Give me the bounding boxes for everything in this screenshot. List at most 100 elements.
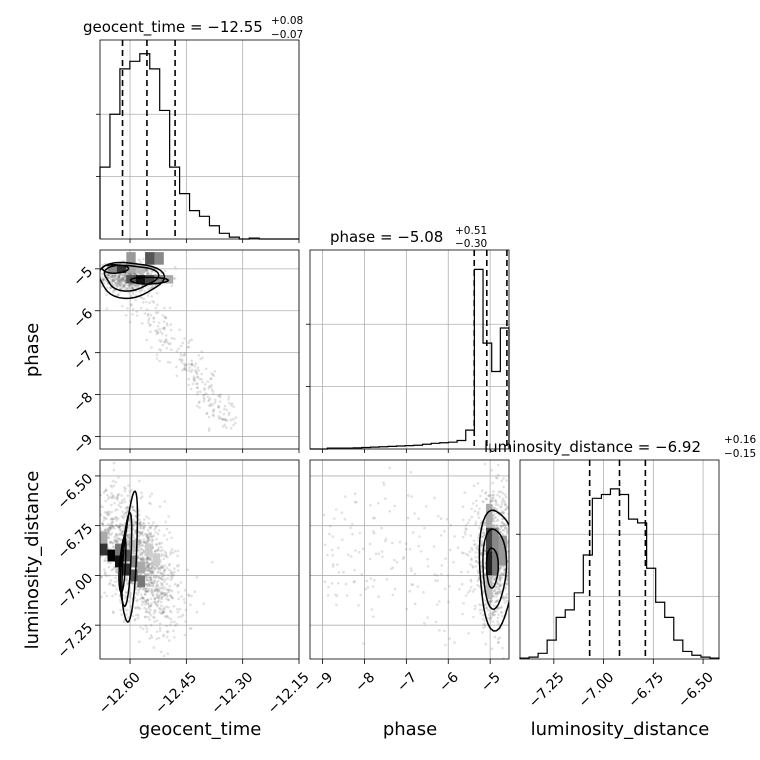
scatter-point [160, 604, 163, 607]
scatter-point [123, 280, 126, 283]
scatter-point [165, 527, 169, 531]
scatter-point [497, 590, 500, 593]
scatter-point [511, 530, 514, 533]
y-tick-label-phase: −7 [70, 348, 96, 374]
scatter-point [183, 633, 187, 637]
scatter-point [104, 529, 107, 532]
scatter-point [413, 572, 417, 576]
scatter-point [81, 515, 84, 518]
scatter-point [464, 532, 467, 536]
scatter-point [497, 622, 500, 626]
scatter-point [155, 291, 159, 295]
scatter-point [131, 614, 135, 618]
scatter-point [165, 582, 169, 586]
scatter-point [419, 550, 423, 553]
scatter-point [484, 492, 487, 495]
scatter-point [444, 643, 447, 647]
scatter-point [201, 381, 204, 384]
scatter-point [142, 297, 146, 301]
scatter-point [190, 359, 193, 363]
scatter-point [433, 573, 437, 576]
scatter-point [177, 615, 181, 619]
scatter-point [94, 509, 97, 512]
scatter-point [97, 264, 100, 267]
scatter-point [151, 285, 154, 288]
scatter-point [224, 418, 227, 422]
scatter-point [509, 535, 512, 538]
scatter-point [102, 278, 106, 281]
scatter-point [200, 372, 203, 376]
scatter-point [117, 493, 121, 496]
density-cell [100, 543, 108, 556]
scatter-point [482, 531, 486, 534]
scatter-point [198, 377, 202, 381]
scatter-point [101, 272, 104, 276]
scatter-point [382, 483, 386, 487]
scatter-point [193, 590, 197, 593]
scatter-point [498, 584, 502, 588]
scatter-point [138, 553, 142, 557]
scatter-point [165, 538, 169, 541]
scatter-point [496, 620, 499, 623]
scatter-point [518, 542, 521, 545]
scatter-point [175, 622, 178, 626]
scatter-point [95, 279, 98, 282]
scatter-point [147, 272, 150, 275]
scatter-point [113, 538, 116, 541]
scatter-point [118, 285, 122, 288]
scatter-point [111, 594, 114, 598]
scatter-point [481, 613, 485, 617]
scatter-point [122, 284, 126, 287]
scatter-point [477, 516, 481, 520]
scatter-point [510, 529, 513, 532]
scatter-point [121, 277, 125, 281]
scatter-point [218, 394, 221, 398]
scatter-point [162, 592, 166, 595]
scatter-point [213, 370, 217, 373]
scatter-point [494, 515, 498, 519]
scatter-point [218, 400, 222, 403]
scatter-point [157, 596, 161, 599]
scatter-point [463, 530, 467, 534]
scatter-point [187, 593, 190, 596]
scatter-point [153, 565, 156, 569]
scatter-point [372, 516, 375, 520]
scatter-point [161, 343, 165, 347]
scatter-point [127, 287, 130, 290]
scatter-point [95, 522, 98, 525]
scatter-point [149, 286, 153, 290]
scatter-point [158, 589, 161, 592]
scatter-point [118, 279, 122, 282]
scatter-point [150, 604, 153, 607]
scatter-point [163, 615, 167, 618]
scatter-point [190, 594, 193, 598]
scatter-point [395, 560, 399, 564]
scatter-point [230, 402, 234, 405]
density-cell [135, 275, 146, 284]
scatter-point [494, 476, 498, 480]
scatter-point [112, 290, 115, 294]
scatter-point [154, 306, 158, 310]
y-tick-label-phase: −6 [70, 306, 96, 332]
scatter-point [207, 415, 211, 419]
scatter-point [165, 566, 169, 570]
scatter-point [424, 505, 428, 508]
scatter-point [163, 500, 167, 503]
scatter-point [234, 421, 237, 425]
scatter-point [133, 285, 137, 288]
scatter-point [110, 503, 113, 507]
scatter-point [479, 494, 482, 498]
scatter-point [197, 401, 201, 405]
scatter-point [139, 557, 143, 561]
scatter-point [416, 585, 420, 588]
scatter-point [502, 477, 505, 480]
scatter-point [120, 281, 123, 284]
scatter-point [219, 393, 222, 396]
scatter-point [150, 581, 154, 584]
scatter-point [112, 279, 116, 282]
scatter-point [469, 534, 473, 537]
scatter-point [138, 479, 141, 483]
scatter-point [134, 272, 137, 276]
scatter-point [134, 290, 138, 293]
scatter-point [202, 396, 206, 399]
